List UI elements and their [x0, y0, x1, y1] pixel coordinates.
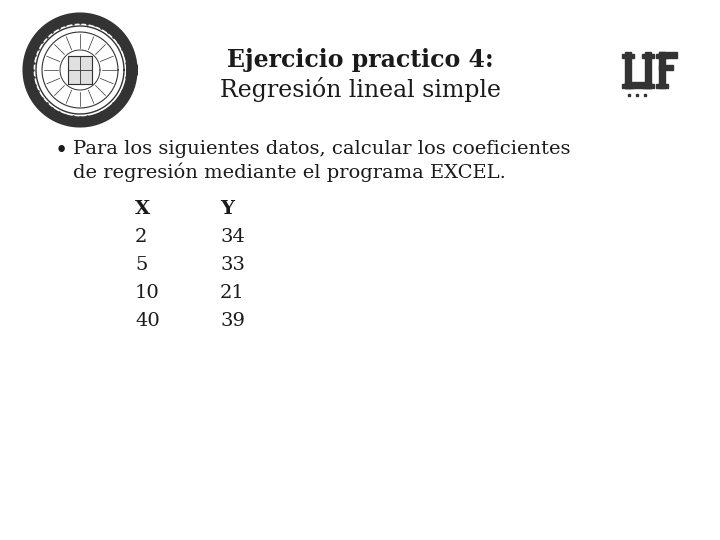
Text: 2: 2 — [135, 228, 148, 246]
Text: Para los siguientes datos, calcular los coeficientes: Para los siguientes datos, calcular los … — [73, 140, 570, 158]
Text: 39: 39 — [220, 312, 245, 330]
Bar — [68, 56, 92, 84]
Text: Ejercicio practico 4:: Ejercicio practico 4: — [227, 48, 493, 72]
Bar — [625, 82, 651, 88]
Bar — [659, 52, 677, 58]
Bar — [659, 52, 665, 88]
Bar — [622, 54, 634, 58]
Text: Y: Y — [220, 200, 234, 218]
Text: 34: 34 — [220, 228, 245, 246]
Bar — [645, 52, 651, 88]
Text: 5: 5 — [135, 256, 148, 274]
Bar — [622, 84, 634, 88]
Text: 10: 10 — [135, 284, 160, 302]
Bar — [642, 84, 654, 88]
Bar — [656, 54, 668, 58]
Text: de regresión mediante el programa EXCEL.: de regresión mediante el programa EXCEL. — [73, 162, 506, 181]
Text: •: • — [55, 140, 68, 162]
Bar — [625, 52, 631, 88]
Text: 21: 21 — [220, 284, 245, 302]
Text: 40: 40 — [135, 312, 160, 330]
Bar — [642, 54, 654, 58]
Bar — [659, 65, 673, 70]
Text: X: X — [135, 200, 150, 218]
Bar — [656, 84, 668, 88]
Text: 33: 33 — [220, 256, 245, 274]
Text: Regresión lineal simple: Regresión lineal simple — [220, 78, 500, 103]
